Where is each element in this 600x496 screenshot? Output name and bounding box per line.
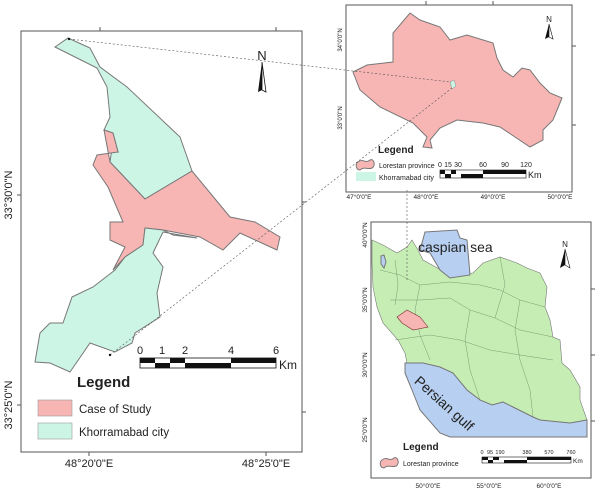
province-inset: N Legend Lorestan province Khorramabad c…: [338, 1, 576, 201]
city-south-area: [34, 227, 198, 373]
svg-text:50°0'0"E: 50°0'0"E: [548, 193, 574, 201]
main-map: N 0 1 2 4 6 Km Legend Case of Study Khor…: [3, 27, 306, 470]
lake-urmia: [380, 254, 387, 270]
svg-text:60: 60: [479, 162, 487, 169]
scale-bar: 0 15 30 60 90 120 Km: [438, 162, 541, 180]
scale-bar: 0 95 190 380 570 760 Km: [480, 450, 582, 465]
svg-text:760: 760: [566, 450, 575, 456]
north-arrow: N: [545, 15, 554, 40]
north-label: N: [257, 48, 266, 63]
svg-text:2: 2: [182, 345, 188, 357]
svg-text:Km: Km: [279, 358, 297, 372]
svg-text:40°0'0"N: 40°0'0"N: [361, 222, 369, 248]
legend-swatch-study: [37, 399, 73, 417]
legend-swatch-province: [379, 457, 399, 469]
svg-text:0: 0: [480, 450, 483, 456]
scale-bar: 0 1 2 4 6 Km: [137, 345, 297, 372]
lorestan-province: [352, 12, 563, 149]
svg-text:Km: Km: [528, 170, 542, 180]
svg-text:25°0'0"N: 25°0'0"N: [361, 417, 369, 443]
khorramabad-marker: [449, 79, 457, 90]
svg-text:Km: Km: [573, 458, 583, 465]
svg-text:190: 190: [495, 450, 504, 456]
svg-text:33°0'0"N: 33°0'0"N: [338, 106, 344, 129]
north-arrow-icon: [545, 24, 549, 39]
svg-text:Legend: Legend: [77, 374, 130, 391]
svg-text:48°20'0"E: 48°20'0"E: [65, 458, 113, 470]
svg-text:Lorestan province: Lorestan province: [403, 461, 459, 468]
svg-text:15: 15: [444, 162, 452, 169]
north-arrow-icon: [258, 62, 262, 92]
country-inset: caspian sea Persian gulf N Legend Lorest…: [361, 221, 595, 490]
svg-text:48°0'0"E: 48°0'0"E: [414, 193, 440, 201]
north-arrow-icon: [560, 249, 565, 268]
north-arrow: N: [560, 240, 571, 269]
svg-text:Legend: Legend: [378, 145, 414, 156]
svg-text:30°0'0"N: 30°0'0"N: [361, 352, 369, 378]
svg-text:570: 570: [544, 450, 553, 456]
svg-text:30: 30: [454, 162, 462, 169]
svg-text:33°30'0"N: 33°30'0"N: [3, 170, 15, 219]
svg-text:Lorestan province: Lorestan province: [379, 163, 435, 170]
legend-swatch-city: [37, 422, 73, 440]
svg-text:35°0'0"N: 35°0'0"N: [361, 287, 369, 313]
svg-text:0: 0: [137, 345, 143, 357]
legend-item-city: Khorramabad city: [79, 427, 169, 439]
legend: Legend Case of Study Khorramabad city: [37, 374, 169, 440]
persian-gulf: [404, 362, 588, 438]
svg-text:60°0'0"E: 60°0'0"E: [537, 482, 563, 490]
svg-text:6: 6: [273, 345, 279, 357]
inset-connector-lines: [68, 38, 453, 356]
svg-text:48°25'0"E: 48°25'0"E: [242, 458, 290, 470]
svg-text:55°0'0"E: 55°0'0"E: [477, 482, 503, 490]
svg-text:0: 0: [438, 162, 442, 169]
svg-text:1: 1: [159, 345, 165, 357]
north-arrow: N: [257, 48, 267, 93]
svg-text:4: 4: [228, 345, 234, 357]
svg-text:50°0'0"E: 50°0'0"E: [416, 482, 442, 490]
lorestan-highlight: [396, 309, 429, 331]
legend-swatch-province: [355, 159, 375, 171]
legend-item-study: Case of Study: [79, 404, 151, 416]
svg-text:120: 120: [520, 162, 532, 169]
svg-text:380: 380: [522, 450, 531, 456]
svg-text:N: N: [562, 240, 568, 249]
svg-text:N: N: [546, 15, 552, 24]
svg-text:90: 90: [501, 162, 509, 169]
legend-swatch-city: [356, 172, 376, 181]
svg-text:47°0'0"E: 47°0'0"E: [347, 193, 373, 201]
svg-text:34°0'0"N: 34°0'0"N: [338, 28, 344, 51]
svg-text:Khorramabad city: Khorramabad city: [379, 175, 434, 182]
svg-text:95: 95: [487, 450, 493, 456]
caspian-sea: [419, 229, 471, 279]
caspian-sea-label: caspian sea: [418, 239, 493, 255]
svg-text:Legend: Legend: [403, 442, 439, 453]
svg-text:49°0'0"E: 49°0'0"E: [481, 193, 507, 201]
svg-text:33°25'0"N: 33°25'0"N: [3, 380, 15, 429]
